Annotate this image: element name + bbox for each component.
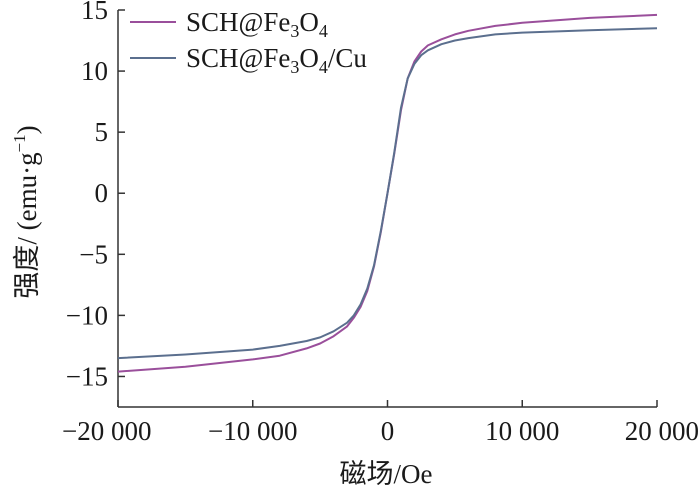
y-tick-label: −10 — [66, 300, 108, 330]
y-tick-label: 0 — [95, 178, 109, 208]
x-tick-label: −10 000 — [208, 416, 297, 446]
y-axis-label-close: ) — [12, 125, 42, 134]
y-tick-label: 10 — [81, 56, 108, 86]
legend-label-1: SCH@Fe3O4 — [186, 7, 328, 41]
axis-ticks: −20 000 −10 000 0 10 000 20 000 15 10 5 0 −5 −10 −1… — [62, 0, 699, 446]
x-tick-label: −20 000 — [62, 416, 151, 446]
x-axis-label: 磁场/Oe — [340, 459, 433, 489]
y-tick-label: 15 — [81, 0, 108, 25]
y-tick-label: −5 — [79, 239, 108, 269]
y-axis-label: 强度/ (emu·g−1) — [10, 125, 42, 298]
x-tick-label: 0 — [381, 416, 395, 446]
legend-label-2: SCH@Fe3O4/Cu — [186, 43, 367, 77]
series-lines — [117, 13, 658, 373]
y-tick-label: −15 — [66, 361, 108, 391]
x-tick-label: 20 000 — [625, 416, 699, 446]
y-tick-label: 5 — [95, 117, 109, 147]
x-tick-label: 10 000 — [485, 416, 559, 446]
y-axis-label-exponent: −1 — [10, 134, 29, 152]
y-axis-label-main: 强度/ (emu·g — [12, 152, 42, 298]
series-line-2 — [117, 27, 658, 360]
